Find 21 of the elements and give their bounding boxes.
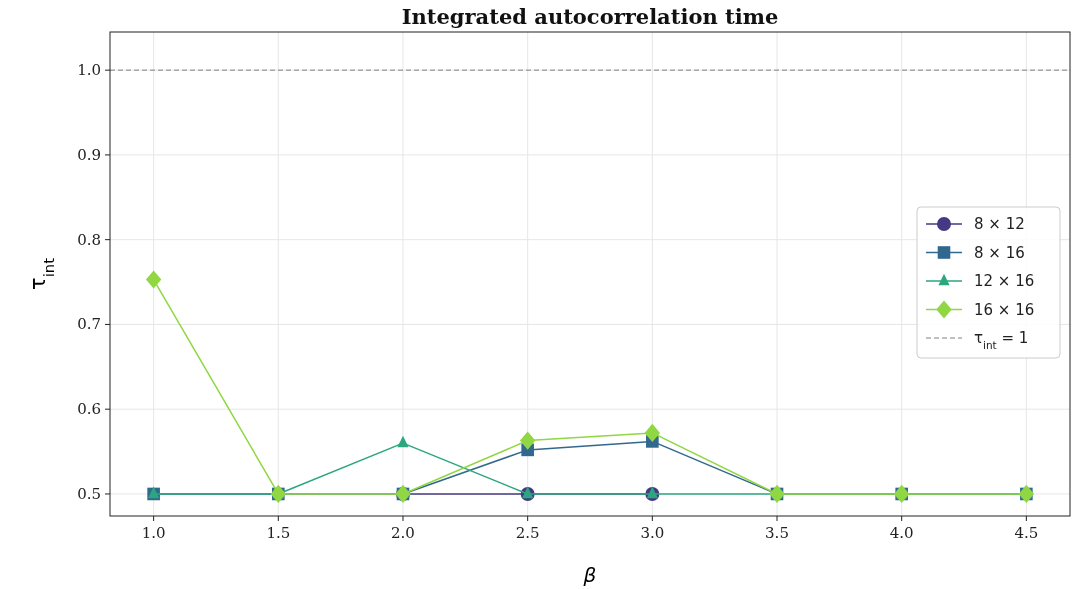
x-tick-label: 4.0 (889, 524, 914, 542)
y-tick-label: 0.5 (77, 484, 101, 503)
legend-label: τ$_{int}$ = 1 (974, 329, 1029, 351)
x-axis-title: β (582, 563, 597, 587)
legend-label: 8 × 12 (974, 215, 1025, 233)
x-tick-label: 3.5 (765, 524, 789, 542)
x-tick-label: 3.0 (640, 524, 665, 542)
x-tick-label: 2.0 (391, 524, 415, 542)
y-tick-label: 0.8 (77, 230, 101, 249)
legend-label: 16 × 16 (974, 300, 1035, 319)
x-tick-label: 2.5 (515, 524, 540, 542)
chart-title: Integrated autocorrelation time (401, 4, 779, 29)
y-tick-label: 0.6 (77, 400, 101, 419)
x-tick-label: 1.0 (141, 524, 166, 542)
legend-label: 12 × 16 (974, 272, 1035, 290)
x-tick-label: 4.5 (1014, 524, 1039, 542)
y-tick-label: 1.0 (77, 61, 101, 80)
x-tick-label: 1.5 (266, 524, 291, 542)
legend-label: 8 × 16 (974, 243, 1025, 262)
y-tick-label: 0.9 (77, 145, 101, 164)
y-tick-label: 0.7 (77, 315, 101, 334)
